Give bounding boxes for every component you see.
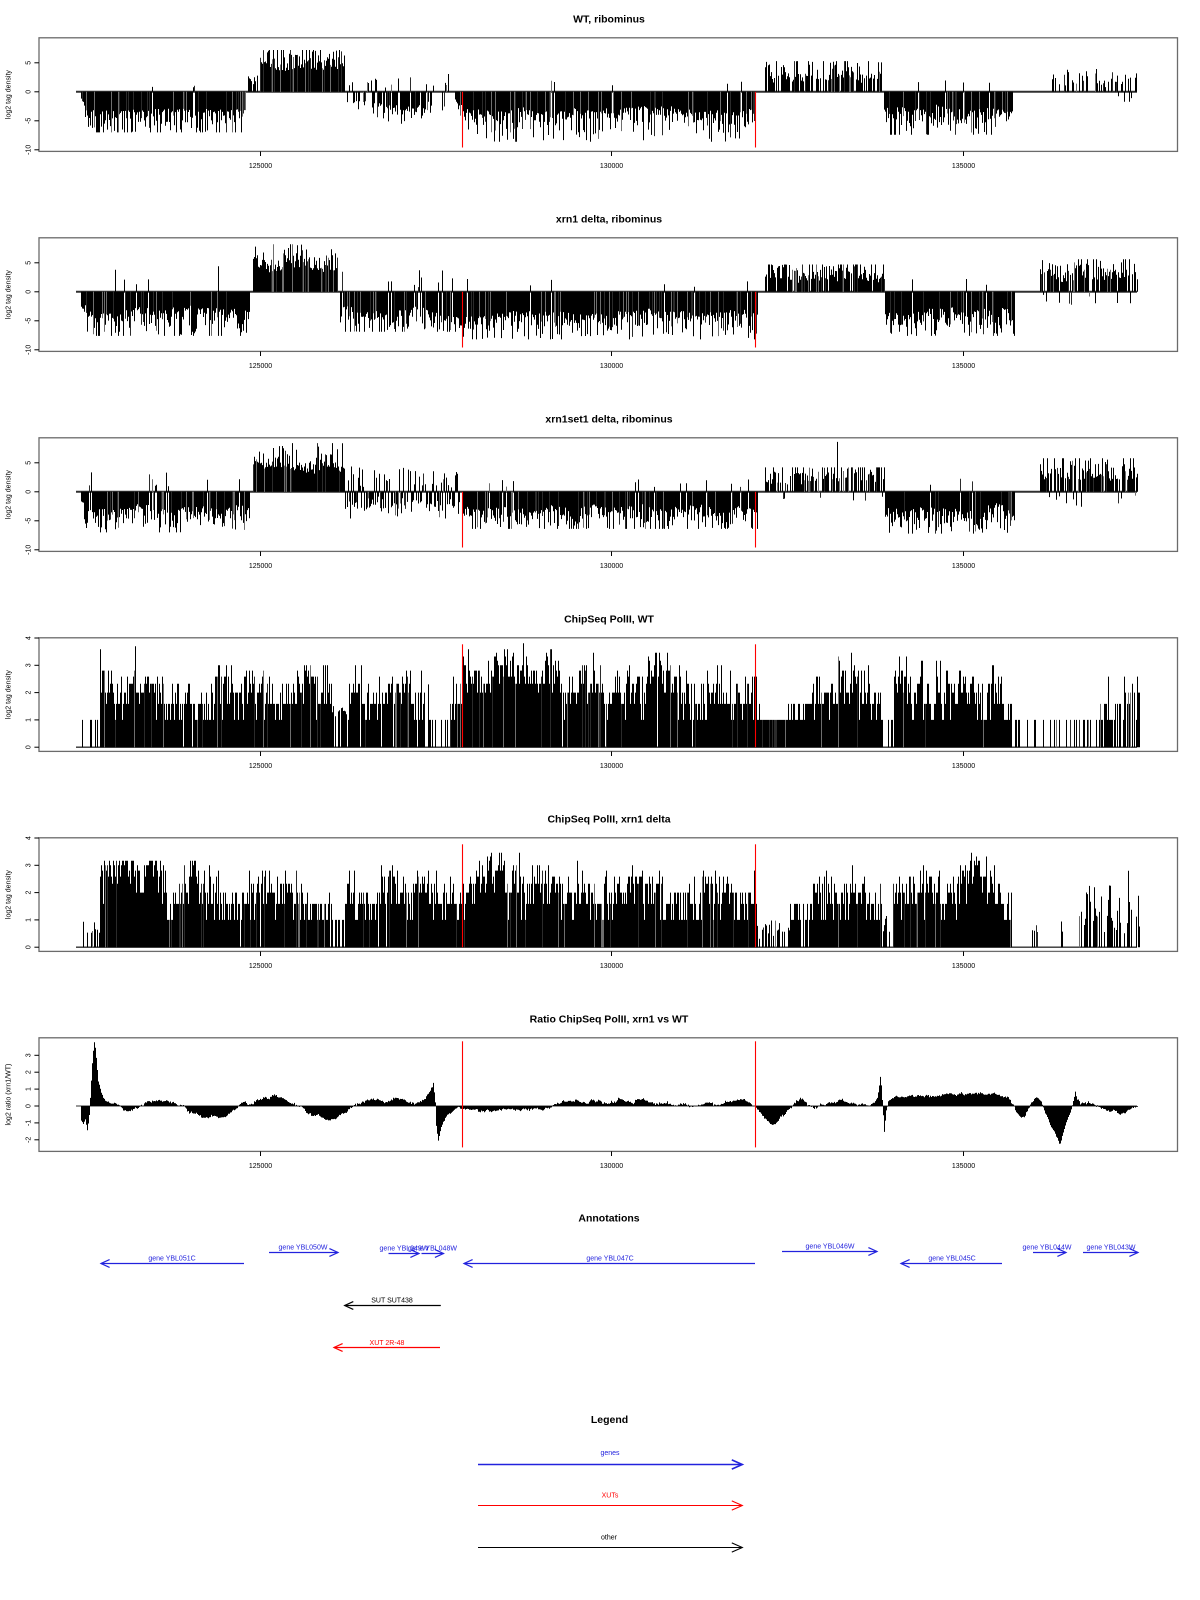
svg-text:gene YBL045C: gene YBL045C: [928, 1255, 975, 1262]
svg-text:gene YBL049W: gene YBL049W: [380, 1245, 429, 1252]
svg-text:135000: 135000: [952, 963, 975, 970]
svg-text:Annotations: Annotations: [578, 1213, 639, 1225]
svg-text:-5: -5: [26, 318, 33, 324]
svg-text:-5: -5: [26, 518, 33, 524]
svg-text:125000: 125000: [249, 563, 272, 570]
svg-text:-10: -10: [26, 145, 33, 155]
svg-text:XUTs: XUTs: [602, 1493, 619, 1500]
svg-text:log2 ratio (xrn1/WT): log2 ratio (xrn1/WT): [6, 1064, 13, 1126]
svg-text:0: 0: [26, 490, 33, 494]
svg-text:130000: 130000: [600, 163, 623, 170]
svg-text:130000: 130000: [600, 963, 623, 970]
svg-text:130000: 130000: [600, 363, 623, 370]
svg-text:130000: 130000: [600, 1163, 623, 1170]
svg-text:4: 4: [26, 836, 33, 840]
svg-text:other: other: [601, 1535, 618, 1542]
svg-text:ChipSeq PolII, xrn1 delta: ChipSeq PolII, xrn1 delta: [547, 814, 670, 826]
svg-text:SUT SUT438: SUT SUT438: [371, 1297, 413, 1304]
svg-text:4: 4: [26, 636, 33, 640]
svg-text:135000: 135000: [952, 163, 975, 170]
svg-text:135000: 135000: [952, 763, 975, 770]
svg-text:0: 0: [26, 1104, 33, 1108]
svg-text:125000: 125000: [249, 1163, 272, 1170]
svg-text:WT, ribominus: WT, ribominus: [573, 14, 645, 26]
svg-text:-10: -10: [26, 545, 33, 555]
svg-text:log2 tag density: log2 tag density: [6, 870, 13, 920]
svg-text:5: 5: [26, 261, 33, 265]
svg-text:gene YBL048W: gene YBL048W: [408, 1245, 457, 1252]
svg-text:125000: 125000: [249, 163, 272, 170]
svg-text:125000: 125000: [249, 963, 272, 970]
svg-text:3: 3: [26, 1053, 33, 1057]
svg-text:ChipSeq PolII, WT: ChipSeq PolII, WT: [564, 614, 654, 626]
svg-text:gene YBL043W: gene YBL043W: [1087, 1244, 1136, 1251]
svg-text:XUT 2R-48: XUT 2R-48: [370, 1340, 405, 1347]
svg-text:gene YBL050W: gene YBL050W: [279, 1244, 328, 1251]
svg-text:-5: -5: [26, 118, 33, 124]
svg-text:5: 5: [26, 461, 33, 465]
svg-text:5: 5: [26, 61, 33, 65]
svg-text:0: 0: [26, 290, 33, 294]
svg-text:125000: 125000: [249, 763, 272, 770]
svg-text:Ratio ChipSeq PolII, xrn1 vs W: Ratio ChipSeq PolII, xrn1 vs WT: [530, 1014, 689, 1026]
svg-text:0: 0: [26, 745, 33, 749]
svg-text:0: 0: [26, 90, 33, 94]
svg-text:135000: 135000: [952, 1163, 975, 1170]
svg-text:2: 2: [26, 891, 33, 895]
svg-text:2: 2: [26, 1070, 33, 1074]
svg-text:log2 tag density: log2 tag density: [6, 70, 13, 120]
svg-text:1: 1: [26, 1087, 33, 1091]
svg-text:-10: -10: [26, 345, 33, 355]
svg-text:3: 3: [26, 663, 33, 667]
svg-text:xrn1 delta, ribominus: xrn1 delta, ribominus: [556, 214, 662, 226]
svg-text:xrn1set1 delta, ribominus: xrn1set1 delta, ribominus: [545, 414, 672, 426]
svg-text:gene YBL044W: gene YBL044W: [1023, 1244, 1072, 1251]
svg-text:gene YBL047C: gene YBL047C: [586, 1255, 633, 1262]
svg-text:135000: 135000: [952, 363, 975, 370]
svg-text:log2 tag density: log2 tag density: [6, 470, 13, 520]
svg-text:130000: 130000: [600, 763, 623, 770]
svg-text:gene YBL051C: gene YBL051C: [148, 1255, 195, 1262]
svg-text:1: 1: [26, 918, 33, 922]
svg-text:3: 3: [26, 863, 33, 867]
svg-text:130000: 130000: [600, 563, 623, 570]
svg-text:125000: 125000: [249, 363, 272, 370]
svg-text:log2 tag density: log2 tag density: [6, 670, 13, 720]
svg-text:log2 tag density: log2 tag density: [6, 270, 13, 320]
svg-text:-1: -1: [26, 1120, 33, 1126]
svg-text:2: 2: [26, 691, 33, 695]
svg-text:Legend: Legend: [591, 1414, 628, 1426]
svg-text:1: 1: [26, 718, 33, 722]
svg-text:-2: -2: [26, 1137, 33, 1143]
svg-text:135000: 135000: [952, 563, 975, 570]
svg-text:genes: genes: [600, 1450, 620, 1457]
svg-text:gene YBL046W: gene YBL046W: [806, 1243, 855, 1250]
svg-text:0: 0: [26, 945, 33, 949]
